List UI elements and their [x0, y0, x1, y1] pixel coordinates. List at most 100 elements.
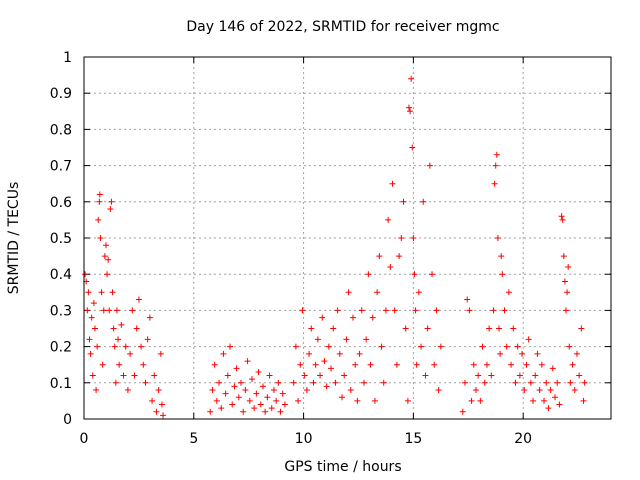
y-axis-label: SRMTID / TECUs	[6, 182, 22, 295]
data-point	[240, 408, 247, 415]
x-tick-label: 15	[404, 431, 422, 447]
data-point	[408, 75, 415, 82]
data-point	[424, 325, 431, 332]
data-point	[87, 350, 94, 357]
data-point	[527, 379, 534, 386]
data-point	[503, 343, 510, 350]
data-point	[93, 387, 100, 394]
data-point	[100, 307, 107, 314]
data-point	[259, 383, 266, 390]
data-point	[536, 387, 543, 394]
data-point	[281, 401, 288, 408]
data-point	[410, 235, 417, 241]
data-point	[556, 401, 563, 408]
data-point	[435, 387, 442, 394]
data-point	[389, 180, 396, 187]
data-point	[144, 336, 151, 343]
data-point	[491, 180, 498, 187]
data-point	[227, 343, 234, 350]
data-point	[549, 365, 556, 372]
data-point	[483, 361, 490, 368]
data-point	[411, 271, 418, 278]
data-point	[405, 104, 412, 111]
data-point	[562, 307, 569, 314]
data-point	[578, 325, 585, 332]
data-point	[224, 372, 231, 379]
data-point	[319, 314, 326, 321]
data-point	[155, 387, 162, 394]
data-point	[325, 343, 332, 350]
data-point	[97, 235, 104, 241]
data-point	[122, 343, 129, 350]
data-point	[371, 397, 378, 404]
data-point	[266, 372, 273, 379]
data-point	[492, 162, 499, 169]
data-point	[523, 361, 530, 368]
data-point	[543, 379, 550, 386]
data-point	[301, 372, 308, 379]
data-point	[391, 307, 398, 314]
data-point	[246, 397, 253, 404]
data-point	[332, 379, 339, 386]
data-point	[107, 206, 114, 213]
data-point	[334, 307, 341, 314]
data-point	[508, 361, 515, 368]
data-point	[396, 253, 403, 260]
x-tick-label: 10	[295, 431, 313, 447]
y-tick-label: 0.2	[50, 340, 72, 356]
data-point	[218, 405, 225, 412]
chart-title: Day 146 of 2022, SRMTID for receiver mgm…	[186, 19, 499, 35]
data-point	[235, 394, 242, 401]
data-point	[277, 408, 284, 415]
data-point	[521, 387, 528, 394]
data-point	[129, 307, 136, 314]
data-point	[571, 387, 578, 394]
data-point	[560, 253, 567, 260]
data-point	[303, 387, 310, 394]
data-point	[88, 314, 95, 321]
data-point	[84, 307, 91, 314]
data-point	[149, 397, 156, 404]
data-point	[564, 289, 571, 296]
data-point	[349, 314, 356, 321]
data-point	[308, 325, 315, 332]
data-point	[429, 271, 436, 278]
data-point	[404, 397, 411, 404]
data-point	[532, 372, 539, 379]
data-point	[426, 162, 433, 169]
data-point	[566, 343, 573, 350]
data-point	[510, 325, 517, 332]
data-point	[459, 408, 466, 415]
data-point	[496, 325, 503, 332]
data-point	[85, 289, 92, 296]
y-tick-label: 0.1	[50, 376, 72, 392]
y-tick-label: 0.3	[50, 303, 72, 319]
data-point	[82, 271, 89, 278]
data-point	[530, 397, 537, 404]
data-point	[343, 336, 350, 343]
data-point	[497, 350, 504, 357]
data-point	[253, 390, 260, 397]
data-point	[96, 198, 103, 205]
data-point	[292, 343, 299, 350]
data-point	[102, 242, 109, 249]
data-point	[363, 336, 370, 343]
data-point	[299, 307, 306, 314]
data-point	[157, 350, 164, 357]
data-point	[470, 361, 477, 368]
data-point	[109, 289, 116, 296]
data-point	[222, 390, 229, 397]
data-point	[418, 343, 425, 350]
data-point	[420, 198, 427, 205]
data-point	[569, 361, 576, 368]
data-point	[545, 405, 552, 412]
data-point	[552, 394, 559, 401]
data-point	[475, 372, 482, 379]
data-point	[105, 256, 112, 263]
data-point	[106, 307, 113, 314]
data-point	[96, 191, 103, 198]
data-point	[330, 325, 337, 332]
data-point	[108, 198, 115, 205]
data-point	[477, 397, 484, 404]
y-tick-label: 0.5	[50, 231, 72, 247]
